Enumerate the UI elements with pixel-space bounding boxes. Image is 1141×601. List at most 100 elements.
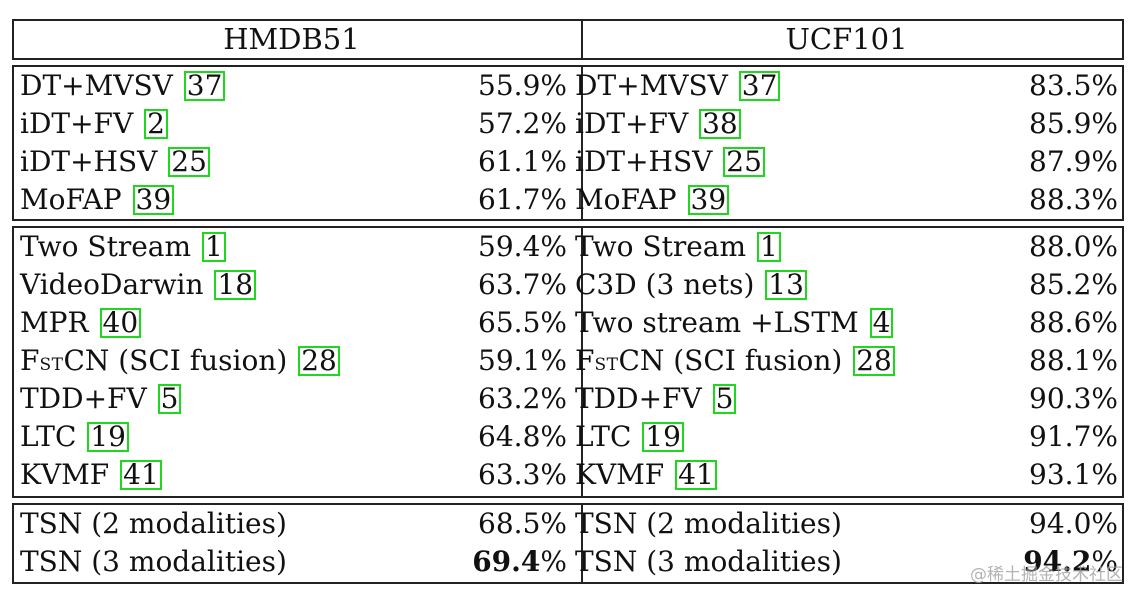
column-divider <box>581 67 583 219</box>
method-name: DT+MVSV 37 <box>20 67 226 105</box>
citation-link[interactable]: 4 <box>869 308 894 338</box>
citation-link[interactable]: 41 <box>675 460 717 490</box>
method-name: C3D (3 nets) 13 <box>575 266 807 304</box>
group-tsn: TSN (2 modalities) 68.5% TSN (2 modaliti… <box>12 503 1124 584</box>
citation-link[interactable]: 18 <box>214 270 257 300</box>
method-name: KVMF 41 <box>20 456 162 494</box>
method-name: iDT+HSV 25 <box>20 143 210 181</box>
citation-link[interactable]: 13 <box>765 270 807 300</box>
table-header: HMDB51 UCF101 <box>12 19 1124 60</box>
citation-link[interactable]: 39 <box>132 185 175 215</box>
accuracy-value: 63.7% <box>478 268 567 301</box>
table-row: FSTCN (SCI fusion) 28 59.1% FSTCN (SCI f… <box>14 342 1122 380</box>
method-name: Two Stream 1 <box>575 228 781 266</box>
table-row: LTC 19 64.8% LTC 19 91.7% <box>14 418 1122 456</box>
column-divider <box>581 21 583 58</box>
citation-link[interactable]: 28 <box>853 346 895 376</box>
citation-link[interactable]: 2 <box>144 109 168 139</box>
table-row: TSN (2 modalities) 68.5% TSN (2 modaliti… <box>14 505 1122 543</box>
table-row: MPR 40 65.5% Two stream +LSTM 4 88.6% <box>14 304 1122 342</box>
citation-link[interactable]: 41 <box>120 460 162 490</box>
method-name: TSN (3 modalities) <box>20 545 287 578</box>
citation-link[interactable]: 1 <box>756 232 781 262</box>
method-name: MoFAP 39 <box>575 181 730 219</box>
method-name: FSTCN (SCI fusion) 28 <box>20 342 340 380</box>
column-divider <box>581 228 583 496</box>
method-name: FSTCN (SCI fusion) 28 <box>575 342 895 380</box>
method-name: DT+MVSV 37 <box>575 67 781 105</box>
column-divider <box>581 505 583 582</box>
accuracy-value: 59.1% <box>478 344 567 377</box>
table-row: TSN (3 modalities) 69.4% TSN (3 modaliti… <box>14 543 1122 581</box>
accuracy-value: 59.4% <box>478 230 567 263</box>
group-traditional: DT+MVSV 37 55.9% DT+MVSV 37 83.5% iDT+FV… <box>12 65 1124 221</box>
table-row: TDD+FV 5 63.2% TDD+FV 5 90.3% <box>14 380 1122 418</box>
accuracy-value: 93.1% <box>1029 458 1118 491</box>
accuracy-value: 63.3% <box>478 458 567 491</box>
table-row: VideoDarwin 18 63.7% C3D (3 nets) 13 85.… <box>14 266 1122 304</box>
header-ucf101: UCF101 <box>785 22 908 56</box>
method-name: TDD+FV 5 <box>575 380 737 418</box>
best-value: 69.4 <box>472 545 541 578</box>
method-name: TDD+FV 5 <box>20 380 182 418</box>
citation-link[interactable]: 19 <box>642 422 684 452</box>
method-name: TSN (2 modalities) <box>20 507 287 540</box>
accuracy-value: 94.0% <box>1029 507 1118 540</box>
method-name: MoFAP 39 <box>20 181 175 219</box>
accuracy-value: 85.9% <box>1029 107 1118 140</box>
accuracy-value: 57.2% <box>478 107 567 140</box>
citation-link[interactable]: 39 <box>687 185 730 215</box>
citation-link[interactable]: 19 <box>87 422 129 452</box>
accuracy-value: 88.3% <box>1029 183 1118 216</box>
accuracy-value: 55.9% <box>478 69 567 102</box>
method-name: MPR 40 <box>20 304 142 342</box>
accuracy-value: 85.2% <box>1029 268 1118 301</box>
method-name: KVMF 41 <box>575 456 717 494</box>
watermark: @稀土掘金技术社区 <box>970 565 1123 585</box>
method-name: LTC 19 <box>20 418 129 456</box>
citation-link[interactable]: 37 <box>738 71 781 101</box>
table-row: iDT+FV 2 57.2% iDT+FV 38 85.9% <box>14 105 1122 143</box>
accuracy-value: 90.3% <box>1029 382 1118 415</box>
accuracy-value: 88.1% <box>1029 344 1118 377</box>
citation-link[interactable]: 37 <box>183 71 226 101</box>
header-hmdb51: HMDB51 <box>223 22 360 56</box>
table-row: MoFAP 39 61.7% MoFAP 39 88.3% <box>14 181 1122 219</box>
method-name: iDT+HSV 25 <box>575 143 765 181</box>
method-name: TSN (3 modalities) <box>575 545 842 578</box>
table-row: Two Stream 1 59.4% Two Stream 1 88.0% <box>14 228 1122 266</box>
citation-link[interactable]: 5 <box>157 384 182 414</box>
table-row: KVMF 41 63.3% KVMF 41 93.1% <box>14 456 1122 494</box>
method-name: TSN (2 modalities) <box>575 507 842 540</box>
accuracy-value: 61.7% <box>478 183 567 216</box>
method-name: VideoDarwin 18 <box>20 266 257 304</box>
accuracy-value: 68.5% <box>478 507 567 540</box>
table-row: DT+MVSV 37 55.9% DT+MVSV 37 83.5% <box>14 67 1122 105</box>
accuracy-value: 64.8% <box>478 420 567 453</box>
accuracy-value: 87.9% <box>1029 145 1118 178</box>
accuracy-value: 91.7% <box>1029 420 1118 453</box>
accuracy-value: 61.1% <box>478 145 567 178</box>
accuracy-value: 83.5% <box>1029 69 1118 102</box>
citation-link[interactable]: 1 <box>201 232 226 262</box>
citation-link[interactable]: 28 <box>298 346 340 376</box>
method-name: LTC 19 <box>575 418 684 456</box>
method-name: Two stream +LSTM 4 <box>575 304 894 342</box>
citation-link[interactable]: 40 <box>99 308 142 338</box>
method-name: iDT+FV 38 <box>575 105 741 143</box>
citation-link[interactable]: 25 <box>723 147 765 177</box>
accuracy-value: 94.2% <box>1023 545 1118 578</box>
accuracy-value: 63.2% <box>478 382 567 415</box>
citation-link[interactable]: 5 <box>712 384 737 414</box>
group-deep-learning: Two Stream 1 59.4% Two Stream 1 88.0% Vi… <box>12 226 1124 498</box>
method-name: iDT+FV 2 <box>20 105 168 143</box>
citation-link[interactable]: 38 <box>699 109 741 139</box>
best-value: 94.2 <box>1023 545 1092 578</box>
accuracy-value: 88.0% <box>1029 230 1118 263</box>
citation-link[interactable]: 25 <box>168 147 210 177</box>
accuracy-value: 65.5% <box>478 306 567 339</box>
accuracy-value: 69.4% <box>472 545 567 578</box>
table-row: iDT+HSV 25 61.1% iDT+HSV 25 87.9% <box>14 143 1122 181</box>
method-name: Two Stream 1 <box>20 228 226 266</box>
